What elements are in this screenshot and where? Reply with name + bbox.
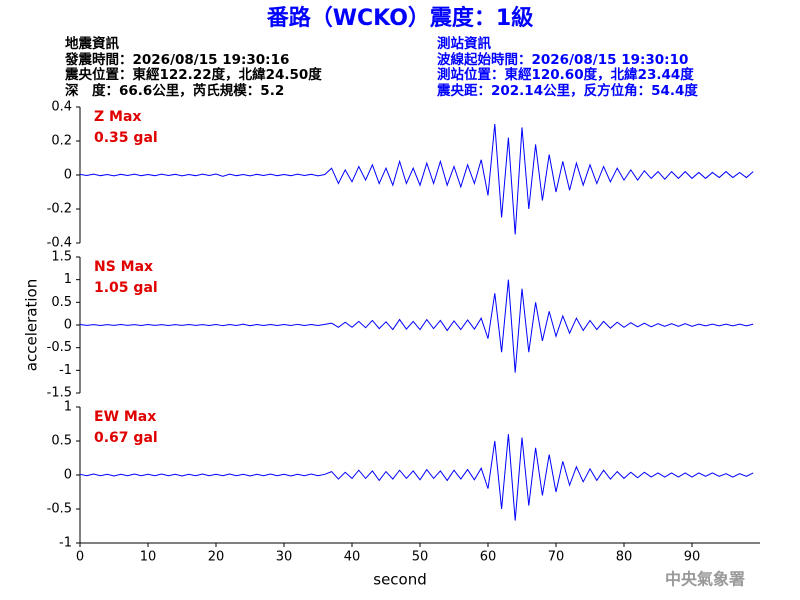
x-tick-label: 70 xyxy=(548,550,565,565)
info-line: 震央距：202.14公里，反方位角：54.4度 xyxy=(436,82,698,99)
annotation: NS Max xyxy=(94,259,153,275)
x-tick-label: 20 xyxy=(208,550,225,565)
annotation: 0.67 gal xyxy=(94,430,158,446)
footer: 中央氣象署 xyxy=(665,570,745,589)
y-tick-label: 1 xyxy=(64,400,72,415)
x-tick-label: 50 xyxy=(412,550,429,565)
y-tick-label: -0.4 xyxy=(47,236,72,251)
y-tick-label: 0.5 xyxy=(51,434,72,449)
x-tick-label: 10 xyxy=(140,550,157,565)
x-tick-label: 40 xyxy=(344,550,361,565)
waveform xyxy=(79,434,754,521)
y-tick-label: -0.5 xyxy=(47,340,72,355)
x-tick-label: 30 xyxy=(276,550,293,565)
y-tick-label: -1 xyxy=(59,536,72,551)
waveform xyxy=(79,123,754,235)
annotation: EW Max xyxy=(94,409,156,425)
annotation: 1.05 gal xyxy=(94,280,158,296)
info-line: 測站資訊 xyxy=(437,35,491,52)
y-tick-label: 0.2 xyxy=(51,134,72,149)
chart-title: 番路（WCKO）震度：1級 xyxy=(266,5,533,31)
info-line: 波線起始時間：2026/08/15 19:30:10 xyxy=(437,51,688,68)
info-line: 震央位置：東經122.22度，北緯24.50度 xyxy=(64,66,322,83)
x-axis-label: second xyxy=(373,571,427,589)
y-tick-label: -0.5 xyxy=(47,502,72,517)
x-tick-label: 90 xyxy=(684,550,701,565)
info-line: 發震時間：2026/08/15 19:30:16 xyxy=(64,51,289,68)
y-axis-label: acceleration xyxy=(23,279,41,371)
y-tick-label: 1.5 xyxy=(51,250,72,265)
y-tick-label: 1 xyxy=(64,272,72,287)
x-tick-label: 60 xyxy=(480,550,497,565)
annotation: 0.35 gal xyxy=(94,130,158,146)
y-tick-label: 0 xyxy=(64,168,72,183)
info-line: 深 度：66.6公里，芮氏規模：5.2 xyxy=(65,82,284,99)
y-tick-label: 0 xyxy=(64,468,72,483)
annotation: Z Max xyxy=(94,109,141,125)
y-tick-label: 0.4 xyxy=(51,100,72,115)
info-line: 地震資訊 xyxy=(65,35,119,52)
y-tick-label: 0 xyxy=(64,318,72,333)
y-tick-label: -0.2 xyxy=(47,202,72,217)
info-line: 測站位置：東經120.60度，北緯23.44度 xyxy=(437,66,694,83)
y-tick-label: 0.5 xyxy=(51,295,72,310)
y-tick-label: -1.5 xyxy=(47,386,72,401)
x-tick-label: 80 xyxy=(616,550,633,565)
x-tick-label: 0 xyxy=(76,550,84,565)
waveform xyxy=(79,279,754,373)
y-tick-label: -1 xyxy=(59,363,72,378)
